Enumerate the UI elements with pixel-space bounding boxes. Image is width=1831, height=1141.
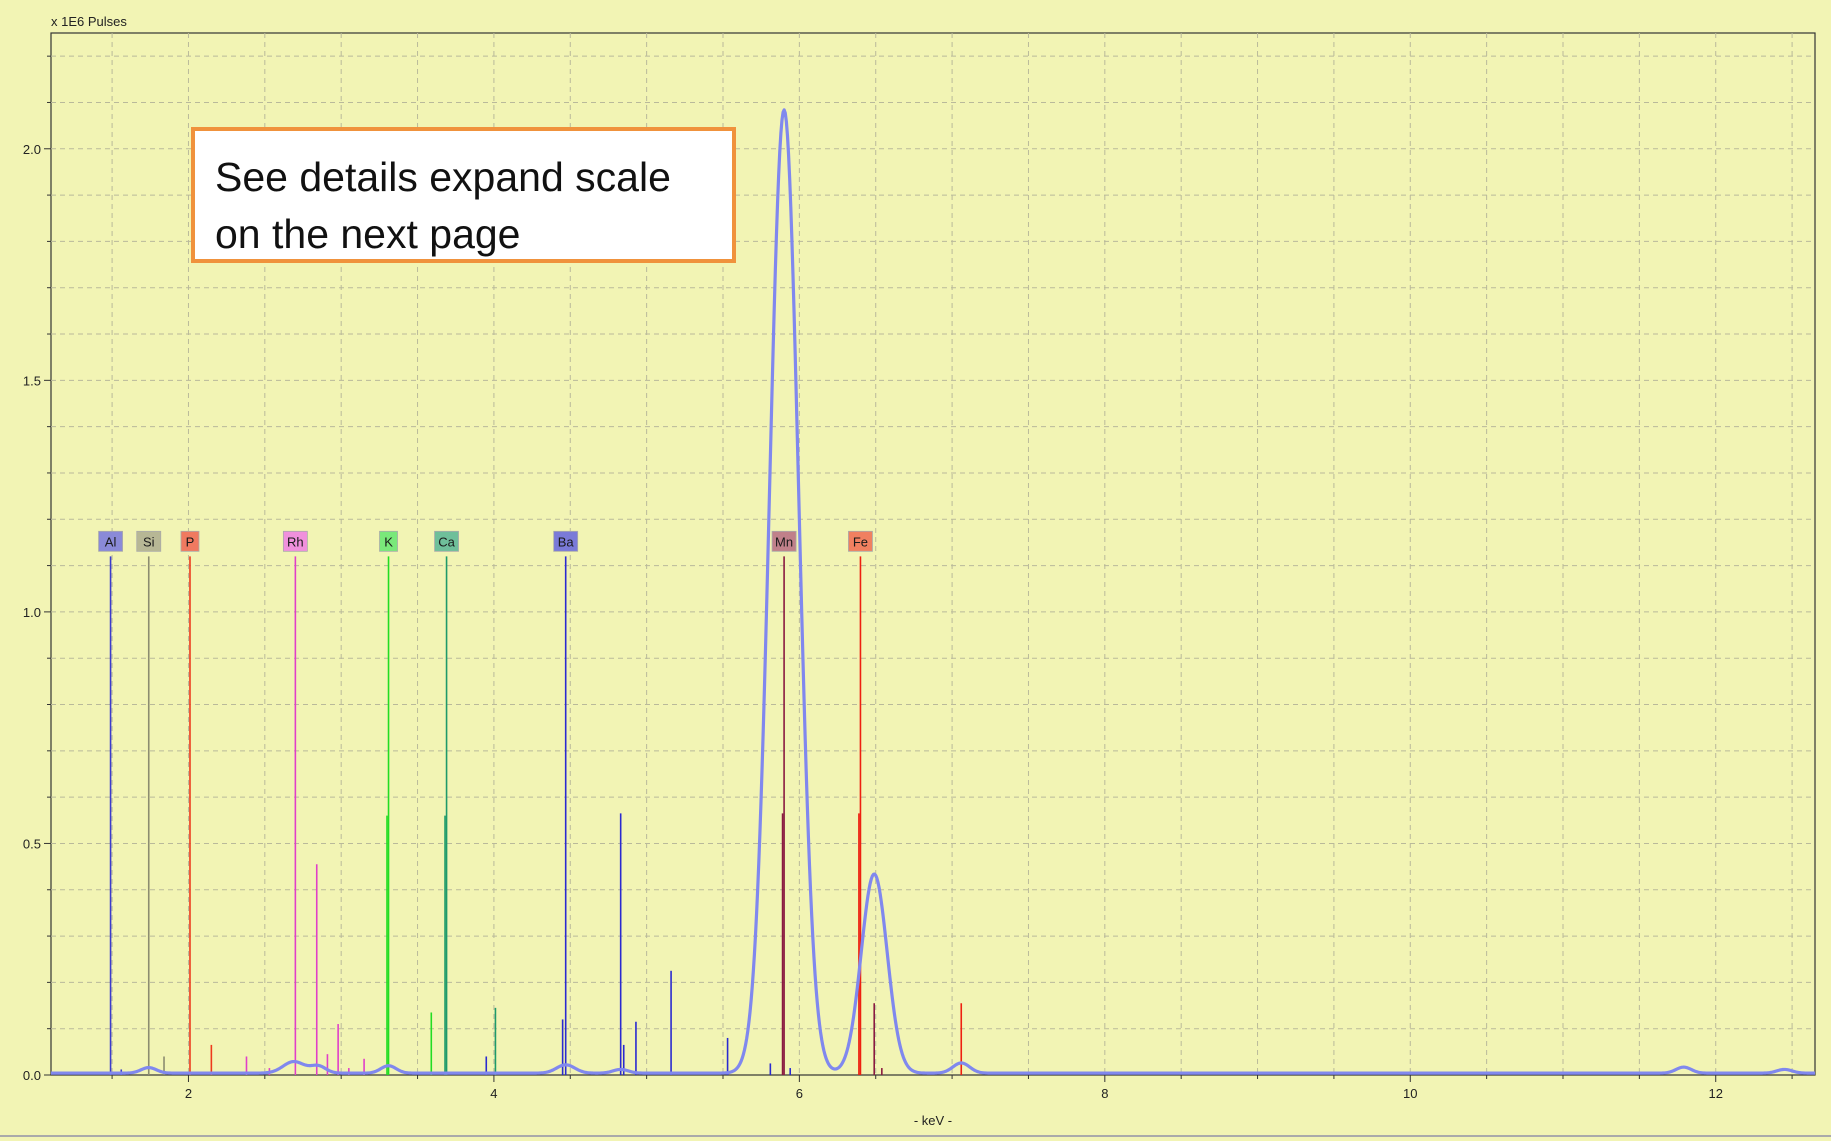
element-label-ba: Ba xyxy=(558,534,575,549)
element-box-p xyxy=(180,530,200,552)
y-tick-label: 0.5 xyxy=(23,836,41,851)
element-label-p: P xyxy=(186,534,195,549)
y-axis-label: x 1E6 Pulses xyxy=(51,14,127,29)
element-label-k: K xyxy=(384,534,393,549)
element-label-si: Si xyxy=(143,534,155,549)
element-label-al: Al xyxy=(105,534,117,549)
element-label-mn: Mn xyxy=(775,534,793,549)
x-tick-label: 4 xyxy=(490,1086,497,1101)
spectrum-line xyxy=(50,108,1816,1075)
x-tick-label: 6 xyxy=(796,1086,803,1101)
element-box-fe xyxy=(848,530,873,552)
element-label-ca: Ca xyxy=(438,534,455,549)
y-tick-label: 0.0 xyxy=(23,1068,41,1083)
x-tick-labels: 2 4 6 8 10 12 xyxy=(185,1086,1723,1101)
element-label-fe: Fe xyxy=(853,534,868,549)
element-markers xyxy=(109,556,862,1075)
x-axis-label: - keV - xyxy=(914,1113,952,1128)
x-tick-label: 12 xyxy=(1708,1086,1722,1101)
element-box-ba xyxy=(553,530,579,552)
callout-line-1: See details expand scale xyxy=(215,154,671,200)
element-box-si xyxy=(136,530,162,552)
x-tick-label: 2 xyxy=(185,1086,192,1101)
element-box-al xyxy=(98,530,123,552)
y-tick-label: 1.5 xyxy=(23,373,41,388)
element-box-mn xyxy=(771,530,797,552)
x-tick-label: 10 xyxy=(1403,1086,1417,1101)
element-label-rh: Rh xyxy=(287,534,304,549)
callout-line-2: on the next page xyxy=(215,211,521,257)
y-tick-labels: 0.0 0.5 1.0 1.5 2.0 xyxy=(23,142,41,1083)
x-tick-label: 8 xyxy=(1101,1086,1108,1101)
element-box-k xyxy=(379,530,398,552)
element-labels: Al Si P Rh K Ca Ba Mn Fe xyxy=(98,530,873,552)
callout-box: See details expand scale on the next pag… xyxy=(191,127,736,263)
minor-lines xyxy=(120,813,963,1075)
y-tick-label: 1.0 xyxy=(23,605,41,620)
element-box-rh xyxy=(282,530,308,552)
y-tick-label: 2.0 xyxy=(23,142,41,157)
element-box-ca xyxy=(434,530,459,552)
